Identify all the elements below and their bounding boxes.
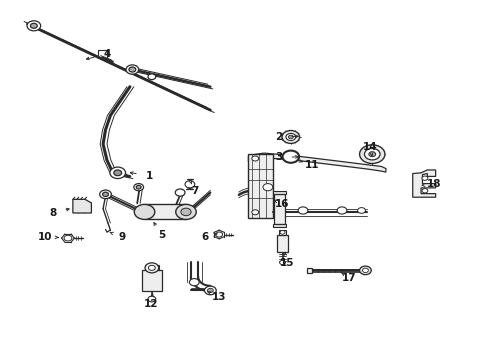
Circle shape <box>30 23 37 28</box>
Circle shape <box>114 170 122 176</box>
Polygon shape <box>248 153 385 172</box>
Bar <box>306 267 311 273</box>
Bar <box>279 230 285 234</box>
Text: 13: 13 <box>211 292 226 302</box>
Circle shape <box>357 208 365 213</box>
Circle shape <box>336 207 346 214</box>
Circle shape <box>282 150 299 163</box>
Circle shape <box>148 74 156 80</box>
Circle shape <box>148 265 155 270</box>
Circle shape <box>251 210 258 215</box>
Circle shape <box>421 176 427 180</box>
Circle shape <box>368 152 375 157</box>
Circle shape <box>181 208 191 216</box>
Circle shape <box>136 185 141 189</box>
Circle shape <box>134 184 143 191</box>
Text: 3: 3 <box>274 152 282 162</box>
Bar <box>272 224 286 227</box>
Circle shape <box>298 207 307 214</box>
Circle shape <box>207 288 213 293</box>
Text: 10: 10 <box>37 232 52 242</box>
Circle shape <box>184 181 194 188</box>
Text: 7: 7 <box>191 186 198 197</box>
Circle shape <box>110 167 125 179</box>
Bar <box>144 265 159 270</box>
Bar <box>272 191 286 194</box>
Circle shape <box>359 145 384 163</box>
Circle shape <box>126 65 139 74</box>
Circle shape <box>204 286 216 295</box>
Text: 16: 16 <box>275 199 289 210</box>
Circle shape <box>251 156 258 161</box>
Text: 4: 4 <box>103 49 110 59</box>
Text: 12: 12 <box>143 299 158 309</box>
Circle shape <box>27 21 41 31</box>
Circle shape <box>285 134 295 140</box>
Text: 18: 18 <box>426 179 440 189</box>
Circle shape <box>362 268 367 273</box>
Text: 9: 9 <box>118 232 125 242</box>
Circle shape <box>100 190 111 199</box>
Polygon shape <box>144 204 185 220</box>
Circle shape <box>175 204 196 220</box>
Bar <box>273 194 285 224</box>
Text: 15: 15 <box>280 258 294 268</box>
Circle shape <box>175 189 184 196</box>
Circle shape <box>288 135 293 139</box>
Circle shape <box>134 204 155 220</box>
Circle shape <box>282 131 299 143</box>
Polygon shape <box>73 199 91 213</box>
Text: 14: 14 <box>362 142 377 152</box>
Circle shape <box>102 192 108 197</box>
Circle shape <box>145 263 158 273</box>
Text: 8: 8 <box>50 208 57 218</box>
Circle shape <box>279 260 285 265</box>
Circle shape <box>64 235 72 241</box>
Circle shape <box>189 279 199 286</box>
Text: 2: 2 <box>274 132 282 142</box>
Circle shape <box>280 230 285 234</box>
Text: 5: 5 <box>158 230 165 239</box>
Circle shape <box>215 232 222 237</box>
Text: 6: 6 <box>201 232 208 242</box>
Polygon shape <box>412 170 435 197</box>
Circle shape <box>129 67 136 72</box>
Text: 17: 17 <box>341 273 356 283</box>
Circle shape <box>263 184 272 191</box>
Circle shape <box>148 296 156 302</box>
Text: 1: 1 <box>145 171 153 181</box>
Circle shape <box>359 266 370 275</box>
Text: 11: 11 <box>304 160 318 170</box>
Polygon shape <box>248 154 272 218</box>
Circle shape <box>421 189 427 193</box>
Bar <box>142 270 161 291</box>
Circle shape <box>364 148 379 160</box>
Bar <box>276 234 288 252</box>
